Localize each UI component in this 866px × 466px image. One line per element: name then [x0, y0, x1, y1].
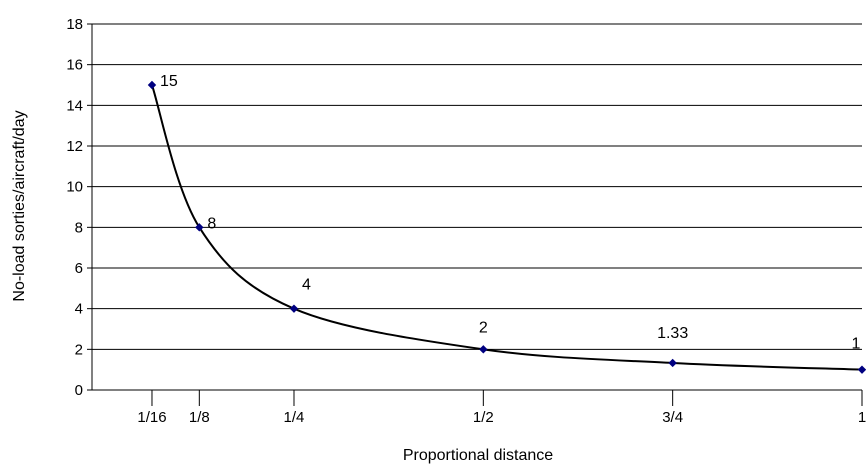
data-point	[479, 345, 488, 354]
y-tick-label: 16	[66, 57, 83, 74]
y-tick-label: 10	[66, 179, 83, 196]
y-tick-label: 18	[66, 16, 83, 33]
x-tick-label: 1/4	[284, 409, 305, 426]
y-tick-label: 4	[75, 301, 83, 318]
data-label: 1.33	[657, 325, 688, 342]
y-tick-label: 6	[75, 260, 83, 277]
data-label: 1	[852, 336, 861, 353]
x-axis-title: Proportional distance	[403, 447, 553, 464]
data-labels: 15 8 4 2 1.33 1	[160, 73, 861, 353]
y-tick-label: 12	[66, 138, 83, 155]
x-tick-label: 3/4	[662, 409, 683, 426]
data-point	[195, 223, 204, 232]
data-label: 4	[302, 277, 311, 294]
data-point	[289, 304, 299, 313]
x-tick-labels: 1/16 1/8 1/4 1/2 3/4 1	[137, 409, 866, 426]
x-tick-label: 1/16	[137, 409, 166, 426]
x-tick-label: 1/2	[473, 409, 494, 426]
axes	[87, 23, 863, 406]
series-line	[151, 84, 863, 371]
grid-lines	[92, 23, 862, 350]
y-tick-label: 14	[66, 97, 83, 114]
x-tick-label: 1/8	[189, 409, 210, 426]
data-label: 8	[207, 215, 216, 232]
data-point	[857, 365, 866, 374]
y-tick-labels: 0 2 4 6 8 10 12 14 16 18	[66, 16, 83, 399]
data-series	[147, 80, 866, 374]
data-point	[668, 358, 677, 368]
y-tick-label: 0	[75, 382, 83, 399]
data-label: 2	[479, 319, 488, 336]
y-tick-label: 8	[75, 219, 83, 236]
y-tick-label: 2	[75, 341, 83, 358]
y-axis-title: No-load sorties/aircraft/day	[11, 110, 28, 301]
x-tick-label: 1	[858, 409, 866, 426]
data-point	[147, 80, 157, 90]
data-label: 15	[160, 73, 178, 90]
